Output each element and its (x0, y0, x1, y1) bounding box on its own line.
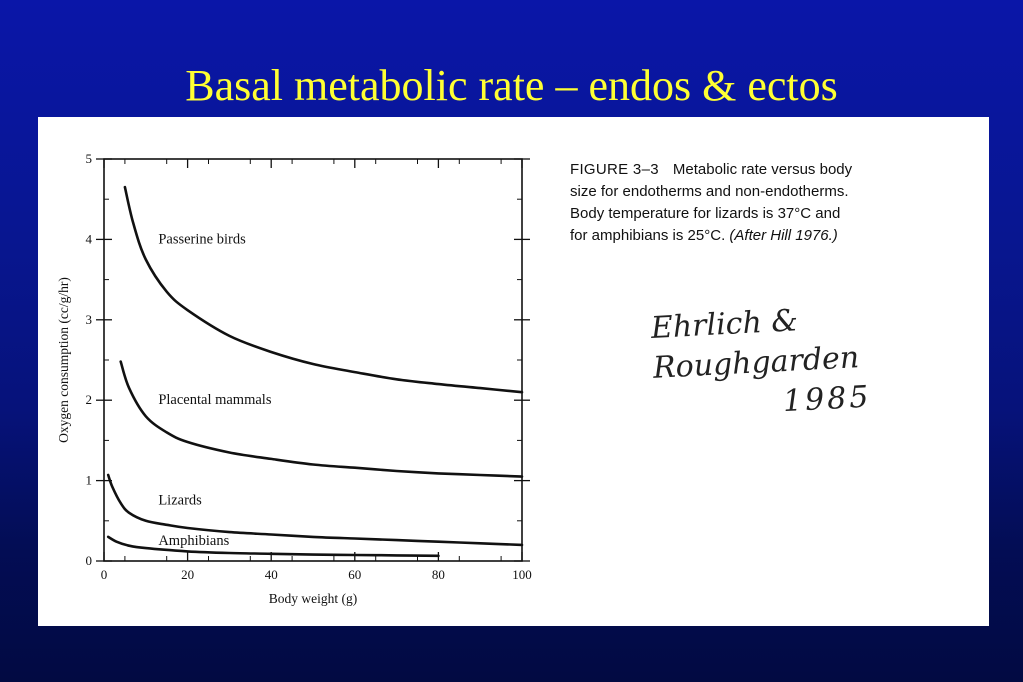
series-line-lizards (106, 473, 524, 547)
caption-citation: (After Hill 1976.) (729, 227, 838, 244)
y-tick-label: 2 (86, 392, 93, 407)
series-line-amphibians (106, 535, 440, 558)
y-tick-label: 0 (86, 553, 93, 568)
x-tick-label: 20 (181, 567, 194, 582)
series-line-placental-mammals (119, 360, 524, 478)
caption-line-3: Body temperature for lizards is 37°C and (570, 205, 841, 222)
y-axis-title: Oxygen consumption (cc/g/hr) (56, 277, 71, 443)
figure-number: FIGURE 3–3 (570, 161, 659, 178)
y-tick-label: 5 (86, 151, 93, 166)
x-tick-label: 40 (265, 567, 278, 582)
y-tick-label: 3 (86, 312, 93, 327)
slide-title: Basal metabolic rate – endos & ectos (185, 61, 838, 110)
x-tick-label: 0 (101, 567, 108, 582)
y-tick-label: 1 (86, 473, 93, 488)
caption-line-4-text: for amphibians is 25°C. (570, 227, 726, 244)
y-tick-label: 4 (86, 231, 93, 246)
x-tick-label: 100 (512, 567, 532, 582)
series-line-passerine-birds (123, 185, 524, 394)
caption-line-1-text: Metabolic rate versus body (672, 161, 853, 178)
caption-line-1: FIGURE 3–3 Metabolic rate versus body (570, 159, 950, 181)
metabolic-rate-chart: 0 20 40 60 80 100 0 1 2 3 4 5 Body weight (g) Oxygen … (56, 151, 532, 606)
x-tick-label: 80 (432, 567, 445, 582)
series-label-passerine-birds: Passerine birds (158, 231, 246, 247)
x-axis-title: Body weight (g) (269, 591, 358, 606)
series-label-amphibians: Amphibians (158, 533, 229, 549)
x-tick-label: 60 (348, 567, 361, 582)
caption-line-2: size for endotherms and non-endotherms. (570, 183, 849, 200)
figure-panel: 0 20 40 60 80 100 0 1 2 3 4 5 Body weight (g) Oxygen … (38, 117, 989, 626)
series-label-lizards: Lizards (158, 493, 202, 509)
series-label-placental-mammals: Placental mammals (158, 392, 272, 408)
handwritten-citation: Ehrlich & Roughgarden 1985 (650, 290, 1016, 429)
figure-caption: FIGURE 3–3 Metabolic rate versus body siz… (570, 159, 950, 247)
caption-line-4: for amphibians is 25°C. (After Hill 1976… (570, 225, 950, 247)
